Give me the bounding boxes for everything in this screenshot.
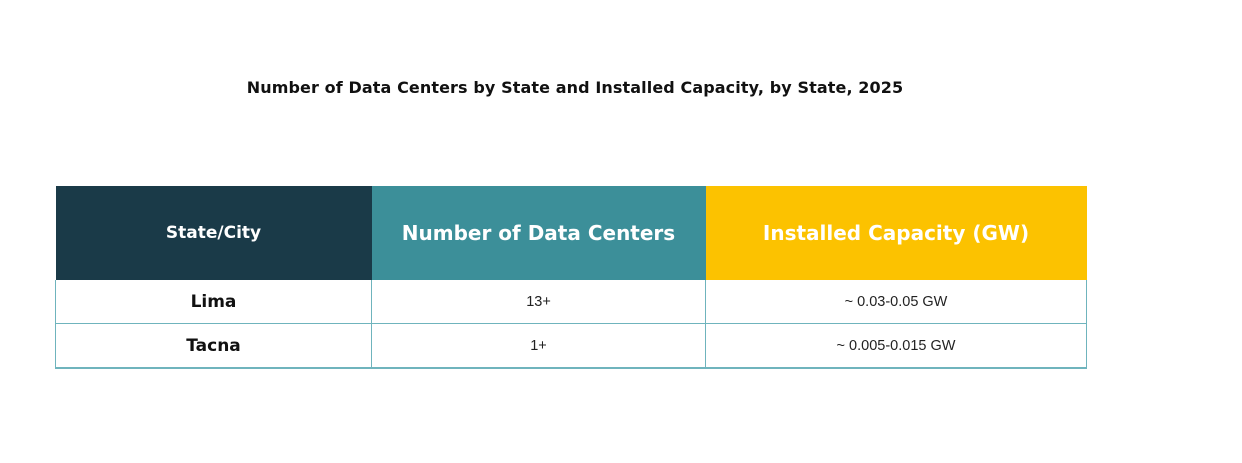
table-header-row: State/City Number of Data Centers Instal…: [55, 186, 1087, 280]
cell-capacity: ~ 0.03-0.05 GW: [705, 280, 1087, 324]
column-header-capacity: Installed Capacity (GW): [705, 186, 1087, 280]
data-centers-table: State/City Number of Data Centers Instal…: [55, 186, 1087, 369]
table-row: Lima 13+ ~ 0.03-0.05 GW: [55, 280, 1087, 324]
cell-count: 13+: [371, 280, 706, 324]
column-header-state: State/City: [55, 186, 372, 280]
table-row: Tacna 1+ ~ 0.005-0.015 GW: [55, 323, 1087, 369]
cell-count: 1+: [371, 323, 706, 369]
data-centers-table-container: State/City Number of Data Centers Instal…: [55, 186, 1087, 369]
page-title: Number of Data Centers by State and Inst…: [246, 78, 904, 97]
cell-state: Lima: [55, 280, 372, 324]
cell-capacity: ~ 0.005-0.015 GW: [705, 323, 1087, 369]
column-header-count: Number of Data Centers: [371, 186, 706, 280]
cell-state: Tacna: [55, 323, 372, 369]
